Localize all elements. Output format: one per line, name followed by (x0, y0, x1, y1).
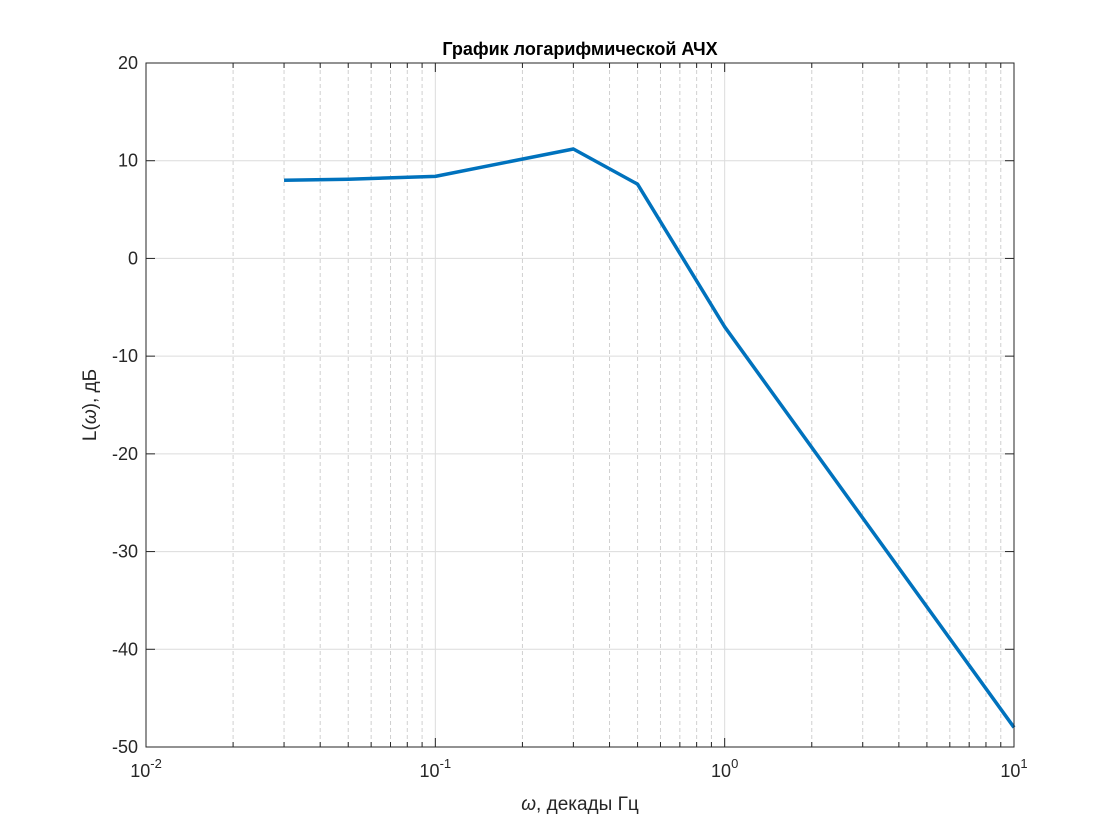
y-tick-label: 0 (128, 248, 138, 268)
x-axis-label: ω, декады Гц (521, 794, 639, 815)
x-tick-base: 10 (130, 761, 150, 781)
x-tick-label: 101 (1000, 756, 1027, 781)
y-axis-label-suffix: ), дБ (80, 369, 101, 409)
x-tick-label: 10-1 (420, 756, 452, 781)
y-tick-label: -40 (112, 639, 138, 659)
x-tick-exponent: 0 (731, 756, 738, 771)
x-tick-label: 100 (711, 756, 738, 781)
y-tick-label: -10 (112, 346, 138, 366)
x-tick-exponent: -1 (440, 756, 452, 771)
y-axis-label-symbol: ω (80, 409, 101, 424)
y-tick-label: 20 (118, 53, 138, 73)
x-axis-label-symbol: ω (521, 794, 536, 815)
x-tick-base: 10 (420, 761, 440, 781)
y-tick-label: -30 (112, 542, 138, 562)
x-axis-label-text: , декады Гц (536, 794, 639, 815)
y-axis-label-prefix: L( (80, 424, 101, 442)
y-tick-label: -20 (112, 444, 138, 464)
x-tick-label: 10-2 (130, 756, 162, 781)
x-tick-exponent: 1 (1020, 756, 1027, 771)
grid-layer (146, 63, 1014, 747)
series-line (284, 147, 1016, 729)
chart-title: График логарифмической АЧХ (442, 39, 717, 59)
y-tick-label: -50 (112, 737, 138, 757)
y-tick-label: 10 (118, 151, 138, 171)
x-tick-base: 10 (711, 761, 731, 781)
axes-box (145, 62, 1015, 748)
y-axis-label: L(ω), дБ (80, 369, 101, 441)
axes-background (146, 63, 1014, 747)
series-layer (284, 147, 1016, 729)
x-tick-exponent: -2 (150, 756, 162, 771)
x-tick-base: 10 (1000, 761, 1020, 781)
